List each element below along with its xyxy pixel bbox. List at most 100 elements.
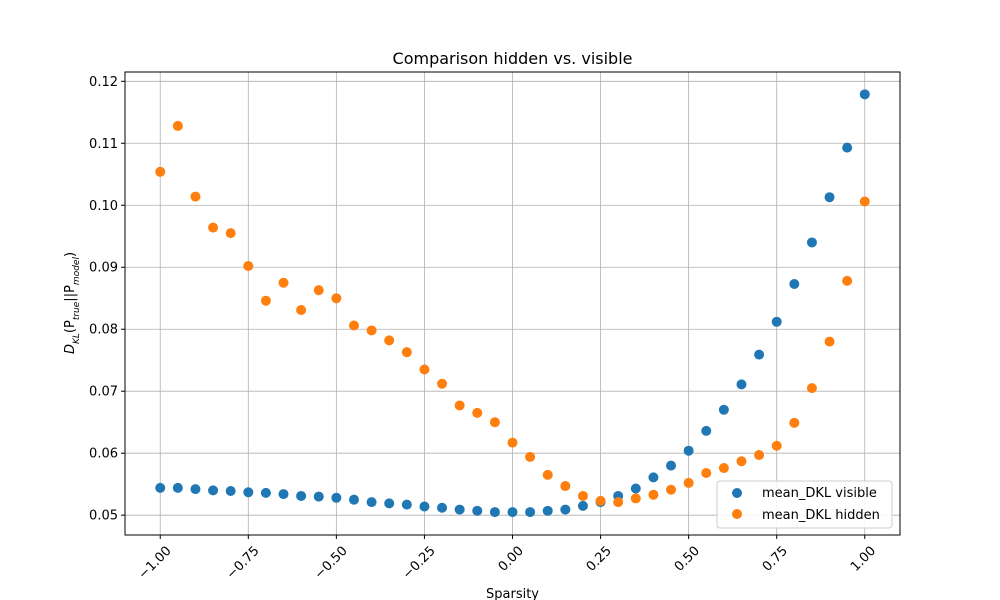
point-mean-dkl-hidden xyxy=(754,450,765,461)
point-mean-dkl-hidden xyxy=(155,166,166,177)
data-points xyxy=(155,89,870,518)
point-mean-dkl-hidden xyxy=(613,497,624,508)
legend-label-hidden: mean_DKL hidden xyxy=(762,508,880,523)
point-mean-dkl-visible xyxy=(824,192,835,203)
point-mean-dkl-visible xyxy=(736,379,747,390)
point-mean-dkl-visible xyxy=(789,278,800,289)
point-mean-dkl-visible xyxy=(225,485,236,496)
point-mean-dkl-hidden xyxy=(683,477,694,488)
y-tick-label: 0.08 xyxy=(89,323,118,338)
point-mean-dkl-hidden xyxy=(401,347,412,358)
point-mean-dkl-hidden xyxy=(525,451,536,462)
point-mean-dkl-hidden xyxy=(472,407,483,418)
point-mean-dkl-visible xyxy=(384,498,395,509)
point-mean-dkl-hidden xyxy=(736,456,747,467)
y-label-sub-true: true xyxy=(72,301,82,320)
y-tick-label: 0.09 xyxy=(89,261,118,276)
point-mean-dkl-visible xyxy=(313,491,324,502)
point-mean-dkl-visible xyxy=(419,501,430,512)
point-mean-dkl-hidden xyxy=(419,364,430,375)
point-mean-dkl-visible xyxy=(454,504,465,515)
y-label-sep: ||P xyxy=(63,285,78,302)
point-mean-dkl-hidden xyxy=(648,489,659,500)
point-mean-dkl-visible xyxy=(859,89,870,100)
point-mean-dkl-hidden xyxy=(806,383,817,394)
y-tick-label: 0.11 xyxy=(89,137,118,152)
point-mean-dkl-visible xyxy=(243,487,254,498)
y-label-open: (P xyxy=(63,320,78,333)
point-mean-dkl-visible xyxy=(489,507,500,518)
point-mean-dkl-hidden xyxy=(595,495,606,506)
point-mean-dkl-hidden xyxy=(560,481,571,492)
point-mean-dkl-visible xyxy=(842,142,853,153)
point-mean-dkl-visible xyxy=(718,404,729,415)
point-mean-dkl-hidden xyxy=(296,305,307,316)
point-mean-dkl-visible xyxy=(155,482,166,493)
point-mean-dkl-hidden xyxy=(577,490,588,501)
point-mean-dkl-hidden xyxy=(489,417,500,428)
point-mean-dkl-visible xyxy=(507,507,518,518)
point-mean-dkl-visible xyxy=(401,499,412,510)
point-mean-dkl-visible xyxy=(683,445,694,456)
chart-title: Comparison hidden vs. visible xyxy=(393,49,633,68)
legend-label-visible: mean_DKL visible xyxy=(762,486,877,501)
point-mean-dkl-visible xyxy=(437,502,448,513)
point-mean-dkl-visible xyxy=(172,482,183,493)
y-label-sub-model: model xyxy=(72,257,82,286)
legend-marker-visible xyxy=(732,488,742,498)
point-mean-dkl-hidden xyxy=(278,277,289,288)
point-mean-dkl-visible xyxy=(525,507,536,518)
point-mean-dkl-hidden xyxy=(630,493,641,504)
y-label-sub-kl: KL xyxy=(72,333,82,344)
point-mean-dkl-hidden xyxy=(859,196,870,207)
point-mean-dkl-visible xyxy=(366,497,377,508)
y-label-close: ) xyxy=(63,252,78,257)
point-mean-dkl-hidden xyxy=(313,285,324,296)
point-mean-dkl-hidden xyxy=(366,325,377,336)
y-tick-label: 0.12 xyxy=(89,75,118,90)
point-mean-dkl-hidden xyxy=(824,336,835,347)
point-mean-dkl-visible xyxy=(806,237,817,248)
y-label-d: D xyxy=(63,344,78,354)
point-mean-dkl-visible xyxy=(190,484,201,495)
point-mean-dkl-visible xyxy=(278,489,289,500)
point-mean-dkl-visible xyxy=(560,504,571,515)
point-mean-dkl-hidden xyxy=(701,468,712,479)
point-mean-dkl-visible xyxy=(754,349,765,360)
point-mean-dkl-hidden xyxy=(348,320,359,331)
point-mean-dkl-visible xyxy=(542,505,553,516)
point-mean-dkl-visible xyxy=(648,472,659,483)
point-mean-dkl-hidden xyxy=(225,228,236,239)
point-mean-dkl-hidden xyxy=(507,437,518,448)
point-mean-dkl-hidden xyxy=(666,484,677,495)
point-mean-dkl-visible xyxy=(701,425,712,436)
point-mean-dkl-visible xyxy=(771,316,782,327)
point-mean-dkl-hidden xyxy=(331,293,342,304)
point-mean-dkl-hidden xyxy=(789,417,800,428)
legend: mean_DKL visible mean_DKL hidden xyxy=(716,480,893,529)
point-mean-dkl-hidden xyxy=(243,261,254,272)
point-mean-dkl-visible xyxy=(348,494,359,505)
point-mean-dkl-hidden xyxy=(260,295,271,306)
point-mean-dkl-visible xyxy=(630,483,641,494)
legend-marker-hidden xyxy=(732,509,742,519)
point-mean-dkl-hidden xyxy=(454,400,465,411)
y-tick-label: 0.07 xyxy=(89,385,118,400)
point-mean-dkl-hidden xyxy=(842,275,853,286)
point-mean-dkl-visible xyxy=(296,490,307,501)
point-mean-dkl-visible xyxy=(666,460,677,471)
x-axis-label: Sparsity xyxy=(486,587,539,600)
point-mean-dkl-visible xyxy=(472,505,483,516)
point-mean-dkl-hidden xyxy=(771,440,782,451)
legend-box xyxy=(716,480,893,529)
point-mean-dkl-hidden xyxy=(542,469,553,480)
point-mean-dkl-visible xyxy=(260,487,271,498)
point-mean-dkl-hidden xyxy=(384,335,395,346)
point-mean-dkl-hidden xyxy=(208,222,219,233)
point-mean-dkl-hidden xyxy=(190,191,201,202)
point-mean-dkl-hidden xyxy=(437,378,448,389)
y-axis-label: DKL(Ptrue||Pmodel) xyxy=(63,252,82,354)
y-tick-label: 0.06 xyxy=(89,447,118,462)
point-mean-dkl-hidden xyxy=(172,120,183,131)
